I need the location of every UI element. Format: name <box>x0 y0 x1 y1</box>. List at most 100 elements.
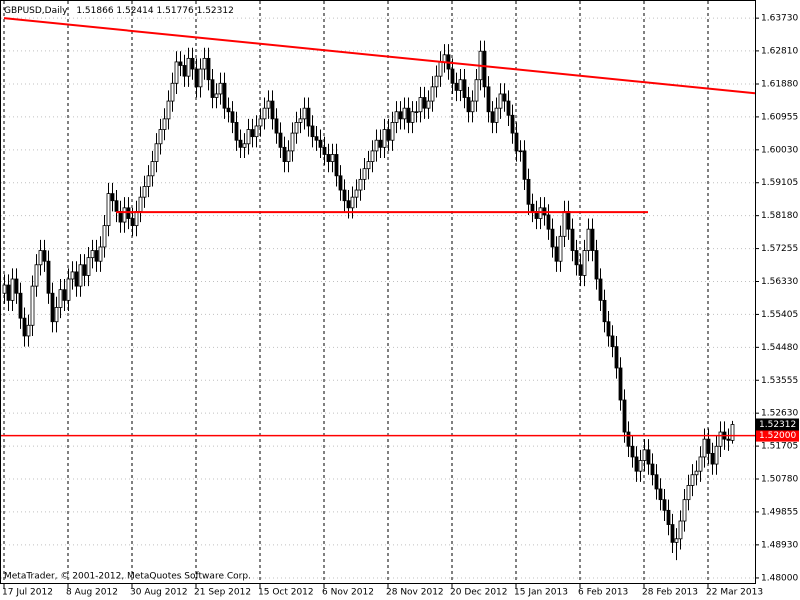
candle-body <box>690 474 695 486</box>
candle-body <box>114 200 119 212</box>
candle-body <box>410 111 415 123</box>
candle-body <box>594 250 599 280</box>
candle-body <box>206 57 211 81</box>
candle-body <box>26 324 31 337</box>
price-label-box <box>756 429 799 442</box>
candle-body <box>154 143 159 162</box>
candle-body <box>634 456 639 472</box>
candle-body <box>406 107 411 123</box>
x-tick-label: 17 Jul 2012 <box>2 588 53 598</box>
x-tick-label: 6 Feb 2013 <box>578 588 628 598</box>
price-label: 1.52000 <box>759 431 796 441</box>
candle-body <box>70 271 75 280</box>
candle-body <box>246 129 251 145</box>
candle-body <box>250 129 255 138</box>
candle-body <box>714 445 719 465</box>
candle-body <box>166 100 171 120</box>
candle-body <box>494 107 499 123</box>
candle-body <box>282 146 287 162</box>
candle-body <box>158 129 163 145</box>
candle-body <box>78 264 83 287</box>
candle-body <box>578 264 583 276</box>
candle-body <box>122 207 127 223</box>
candle-body <box>366 161 371 170</box>
candle-body <box>682 499 687 522</box>
candle-body <box>58 289 63 308</box>
candle-body <box>430 86 435 102</box>
y-tick-label: 1.62810 <box>761 46 798 56</box>
candle-body <box>326 154 331 162</box>
candle-body <box>354 189 359 198</box>
candle-body <box>18 292 23 319</box>
candle-body <box>342 189 347 202</box>
candle-body <box>514 132 519 152</box>
candle-body <box>538 207 543 219</box>
candle-body <box>6 284 11 301</box>
candle-body <box>378 139 383 148</box>
y-tick-label: 1.56330 <box>761 277 798 287</box>
candle-body <box>186 57 191 77</box>
candle-body <box>310 125 315 138</box>
candle-body <box>302 107 307 120</box>
x-tick-label: 28 Nov 2012 <box>386 588 444 598</box>
candle-body <box>678 520 683 540</box>
candle-body <box>718 431 723 447</box>
candle-body <box>706 438 711 454</box>
candle-body <box>274 118 279 134</box>
candle-body <box>530 203 535 212</box>
candle-body <box>442 54 447 63</box>
candle-body <box>462 79 467 98</box>
candle-body <box>358 178 363 191</box>
candle-body <box>490 111 495 123</box>
candle-body <box>238 139 243 148</box>
candle-body <box>138 196 143 212</box>
candle-body <box>602 299 607 323</box>
candle-body <box>278 132 283 148</box>
candle-body <box>42 250 47 262</box>
candle-body <box>426 100 431 109</box>
candle-body <box>666 509 671 525</box>
candle-body <box>262 107 267 120</box>
candle-body <box>86 257 91 276</box>
y-tick-label: 1.59105 <box>761 178 798 188</box>
candle-body <box>474 79 479 102</box>
candle-body <box>582 250 587 276</box>
candle-body <box>334 154 339 177</box>
candle-body <box>574 250 579 266</box>
candle-body <box>686 485 691 501</box>
y-tick-label: 1.57255 <box>761 244 798 254</box>
candle-body <box>698 456 703 472</box>
candle-body <box>386 129 391 141</box>
candle-body <box>230 111 235 123</box>
candle-body <box>374 139 379 152</box>
candle-body <box>546 214 551 230</box>
candle-body <box>318 139 323 148</box>
candle-body <box>50 292 55 323</box>
candle-body <box>726 438 731 441</box>
candle-body <box>506 100 511 116</box>
marks <box>2 40 735 561</box>
candle-body <box>66 278 71 301</box>
candle-body <box>674 538 679 543</box>
x-tick-label: 15 Jan 2013 <box>514 588 568 598</box>
y-tick-label: 1.55405 <box>761 310 798 320</box>
candle-body <box>658 488 663 501</box>
candle-body <box>610 335 615 348</box>
trend-line <box>3 17 756 95</box>
candle-body <box>454 82 459 91</box>
candle-body <box>98 246 103 262</box>
candle-body <box>234 122 239 141</box>
candle-body <box>654 474 659 490</box>
candle-body <box>330 154 335 162</box>
candle-body <box>350 196 355 209</box>
x-tick-label: 21 Sep 2012 <box>194 588 251 598</box>
y-tick-label: 1.48930 <box>761 540 798 550</box>
x-tick-label: 30 Aug 2012 <box>130 588 188 598</box>
candle-body <box>466 97 471 113</box>
y-tick-label: 1.61880 <box>761 79 798 89</box>
candle-body <box>622 399 627 433</box>
candle-body <box>650 463 655 476</box>
y-tick-label: 1.53555 <box>761 376 798 386</box>
candle-body <box>422 97 427 109</box>
